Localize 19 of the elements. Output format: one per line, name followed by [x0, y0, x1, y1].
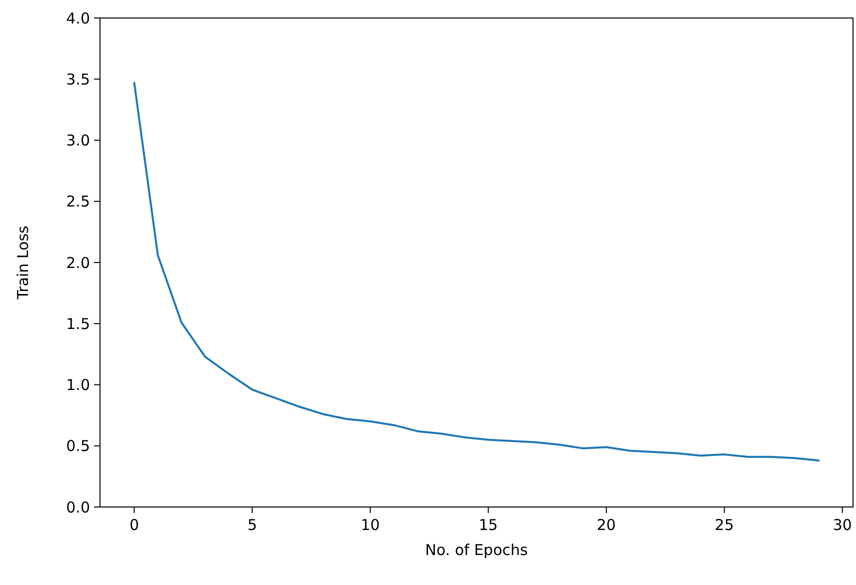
y-axis-title: Train Loss [14, 225, 32, 300]
y-tick-label: 4.0 [66, 9, 90, 28]
x-tick-label: 20 [596, 516, 616, 534]
y-tick-label: 2.0 [66, 254, 90, 272]
x-tick-label: 0 [129, 516, 139, 534]
y-tick-label: 0.0 [66, 498, 90, 516]
y-tick-label: 3.5 [66, 70, 90, 88]
x-tick-label: 10 [360, 516, 380, 534]
x-tick-label: 25 [714, 516, 734, 534]
line-series [133, 82, 820, 462]
y-tick-label: 1.0 [66, 376, 90, 394]
y-tick-label: 1.5 [66, 314, 90, 333]
x-axis-title: No. of Epochs [425, 541, 528, 559]
x-tick-label: 5 [247, 516, 258, 534]
x-tick-label: 30 [832, 516, 852, 534]
y-tick-label: 2.5 [66, 192, 90, 211]
y-tick-label: 3.0 [66, 132, 90, 150]
x-tick-label: 15 [478, 516, 498, 534]
y-tick-label: 0.5 [66, 437, 90, 456]
